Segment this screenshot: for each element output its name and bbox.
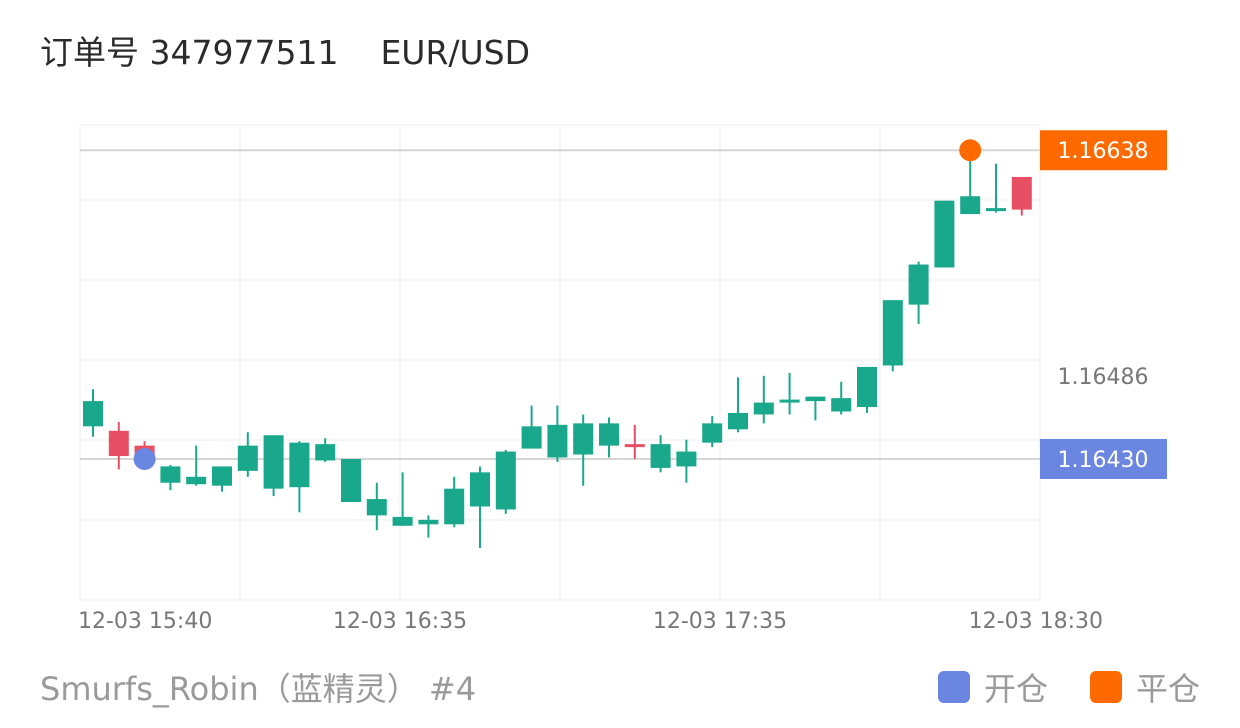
legend-item-close: 平仓 [1089,664,1200,710]
candle-body [702,423,723,443]
price-tag-label: 1.16638 [1058,139,1149,164]
candle-body [960,196,981,215]
x-tick-label: 12-03 16:35 [333,609,467,634]
candle-body [470,472,490,507]
candles [83,150,1032,549]
price-tag: 1.16430 [1040,438,1167,479]
y-axis-label: 1.16486 [1058,365,1149,390]
candle-body [650,444,671,468]
candle-body [986,208,1006,212]
candle-body [237,445,258,471]
x-tick-label: 12-03 17:35 [653,609,787,634]
candle-body [108,430,129,457]
candle-body [392,516,413,526]
legend-label-close: 平仓 [1135,670,1200,708]
candle-body [934,200,955,268]
price-tag-background [1040,130,1167,171]
price-tag-background [1040,438,1167,479]
open-marker [133,447,156,470]
candle-body [495,451,516,510]
candle-body [366,499,387,516]
trade-markers [133,139,982,470]
candle-body [521,426,542,449]
candle-body [547,424,568,458]
legend-swatch-close [1089,671,1122,703]
candle-body [341,458,361,503]
close-marker [959,139,982,162]
candle-body [1011,176,1032,210]
candle-body [857,366,877,408]
candle-body [908,264,929,305]
price-tag: 1.16638 [1040,130,1167,171]
legend-label-open: 开仓 [983,670,1048,708]
candle-body [624,444,645,448]
candle-body [676,451,697,467]
candle-body [212,466,232,486]
currency-pair: EUR/USD [380,33,531,72]
candle-body [83,401,103,427]
candle-body [315,444,336,461]
legend: 开仓 平仓 [937,664,1200,710]
candle-body [573,423,594,455]
x-tick-label: 12-03 18:30 [969,609,1103,634]
axis-labels: 12-03 15:40 12-03 16:35 12-03 17:35 12-03 1… [78,130,1167,634]
candle-body [779,399,800,403]
candle-body [728,412,748,430]
price-tag-label: 1.16430 [1058,448,1149,473]
grid [79,124,1041,601]
chart-header: 订单号 347977511 EUR/USD [40,26,530,74]
candle-body [444,488,465,525]
candle-body [160,466,181,483]
candle-body [753,402,774,415]
candle-body [263,435,284,489]
candle-body [186,476,207,485]
candle-body [882,300,903,366]
candle-body [418,519,439,525]
x-tick-label: 12-03 15:40 [78,609,212,634]
candle-body [831,398,852,412]
candle-body [805,396,826,402]
order-number: 订单号 347977511 [40,33,339,72]
candle-body [289,442,310,488]
strategy-name: Smurfs_Robin（蓝精灵） #4 [40,670,477,708]
legend-swatch-open [937,671,970,703]
candle-body [599,423,619,446]
candlestick-chart: 12-03 15:40 12-03 16:35 12-03 17:35 12-03 1… [78,124,1167,634]
legend-item-open: 开仓 [937,664,1048,710]
